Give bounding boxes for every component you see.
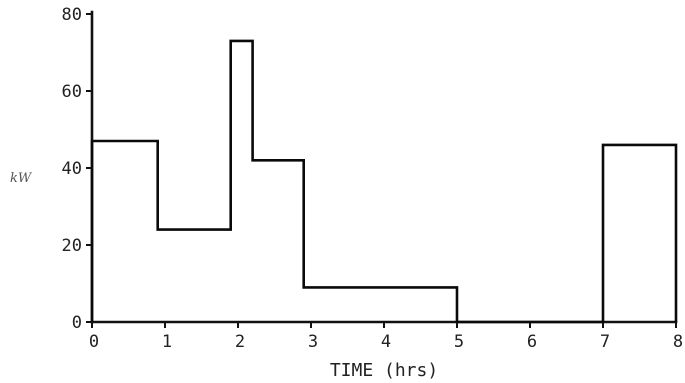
y-tick-label: 0 [72,313,82,333]
y-tick-label: 60 [62,82,82,102]
y-ticks: 0 20 40 60 80 [62,5,92,333]
x-axis-label: TIME (hrs) [330,360,438,381]
x-tick-label: 5 [454,332,464,352]
x-tick-label: 8 [673,332,683,352]
y-axis-label: kW [10,171,33,186]
data-series-line [90,39,678,324]
x-ticks: 0 1 2 3 4 5 6 7 8 [89,322,683,352]
x-tick-label: 1 [162,332,172,352]
x-tick-label: 7 [600,332,610,352]
x-tick-label: 4 [381,332,391,352]
x-tick-label: 6 [527,332,537,352]
x-tick-label: 2 [235,332,245,352]
y-tick-label: 80 [62,5,82,25]
y-tick-label: 40 [62,159,82,179]
axes [90,10,678,324]
x-tick-label: 3 [308,332,318,352]
y-tick-label: 20 [62,236,82,256]
x-tick-label: 0 [89,332,99,352]
